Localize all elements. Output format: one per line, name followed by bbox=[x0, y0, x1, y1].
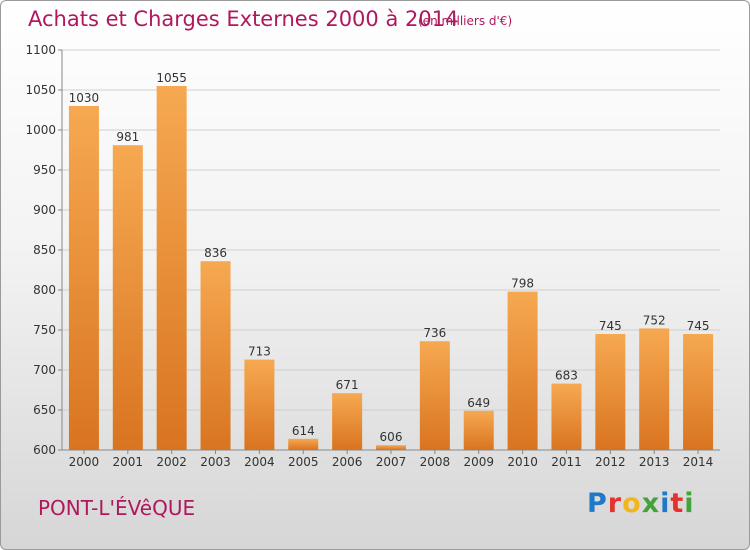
x-tick-label: 2008 bbox=[420, 455, 451, 469]
bar-value-label: 736 bbox=[423, 326, 446, 340]
bar bbox=[68, 106, 99, 450]
x-tick-label: 2007 bbox=[376, 455, 407, 469]
y-tick-label: 800 bbox=[33, 283, 56, 297]
y-tick-label: 850 bbox=[33, 243, 56, 257]
logo-letter: i bbox=[684, 488, 695, 519]
y-tick-label: 950 bbox=[33, 163, 56, 177]
x-tick-label: 2011 bbox=[551, 455, 582, 469]
chart-title: Achats et Charges Externes 2000 à 2014 bbox=[28, 7, 459, 31]
x-tick-label: 2013 bbox=[639, 455, 670, 469]
bar-value-label: 713 bbox=[248, 345, 271, 359]
x-tick-label: 2004 bbox=[244, 455, 275, 469]
x-tick-label: 2009 bbox=[463, 455, 494, 469]
y-tick-label: 900 bbox=[33, 203, 56, 217]
bar-value-label: 798 bbox=[511, 277, 534, 291]
logo-letter: P bbox=[587, 488, 608, 519]
bar bbox=[288, 438, 319, 450]
bar-value-label: 683 bbox=[555, 369, 578, 383]
bar bbox=[200, 261, 231, 450]
logo-letter: o bbox=[622, 488, 642, 519]
x-tick-label: 2005 bbox=[288, 455, 319, 469]
bar-value-label: 752 bbox=[643, 313, 666, 327]
logo-letter: r bbox=[607, 488, 623, 519]
bar bbox=[551, 383, 582, 450]
bar bbox=[507, 291, 538, 450]
bar bbox=[332, 393, 363, 450]
bar-value-label: 836 bbox=[204, 246, 227, 260]
y-tick-label: 700 bbox=[33, 363, 56, 377]
bar-value-label: 1030 bbox=[69, 91, 100, 105]
bar bbox=[595, 334, 626, 450]
x-tick-label: 2002 bbox=[156, 455, 187, 469]
y-tick-label: 1100 bbox=[25, 43, 56, 57]
x-tick-label: 2000 bbox=[69, 455, 100, 469]
x-tick-label: 2014 bbox=[683, 455, 714, 469]
bar-value-label: 614 bbox=[292, 424, 315, 438]
bar-value-label: 671 bbox=[336, 378, 359, 392]
bar bbox=[244, 359, 275, 450]
bar bbox=[156, 86, 187, 450]
proxiti-logo: Proxiti bbox=[587, 488, 695, 519]
bar bbox=[463, 410, 494, 450]
bar-value-label: 1055 bbox=[156, 71, 187, 85]
bar-value-label: 649 bbox=[467, 396, 490, 410]
bar bbox=[683, 334, 714, 450]
logo-letter: t bbox=[670, 488, 685, 519]
bar-value-label: 981 bbox=[116, 130, 139, 144]
logo-letter: i bbox=[660, 488, 671, 519]
x-tick-label: 2006 bbox=[332, 455, 363, 469]
chart-unit: (en milliers d'€) bbox=[418, 14, 513, 28]
y-tick-label: 1050 bbox=[25, 83, 56, 97]
x-tick-label: 2001 bbox=[113, 455, 144, 469]
logo-letter: x bbox=[641, 488, 661, 519]
y-tick-label: 750 bbox=[33, 323, 56, 337]
bar bbox=[639, 328, 670, 450]
x-tick-label: 2010 bbox=[507, 455, 538, 469]
bar-value-label: 745 bbox=[687, 319, 710, 333]
bar bbox=[112, 145, 143, 450]
bar bbox=[419, 341, 450, 450]
bar-value-label: 606 bbox=[380, 430, 403, 444]
bar-value-label: 745 bbox=[599, 319, 622, 333]
town-name: PONT-L'ÉVêQUE bbox=[38, 496, 196, 520]
y-tick-label: 600 bbox=[33, 443, 56, 457]
y-tick-label: 1000 bbox=[25, 123, 56, 137]
x-tick-label: 2003 bbox=[200, 455, 231, 469]
x-tick-label: 2012 bbox=[595, 455, 626, 469]
bar bbox=[376, 445, 406, 450]
y-tick-label: 650 bbox=[33, 403, 56, 417]
